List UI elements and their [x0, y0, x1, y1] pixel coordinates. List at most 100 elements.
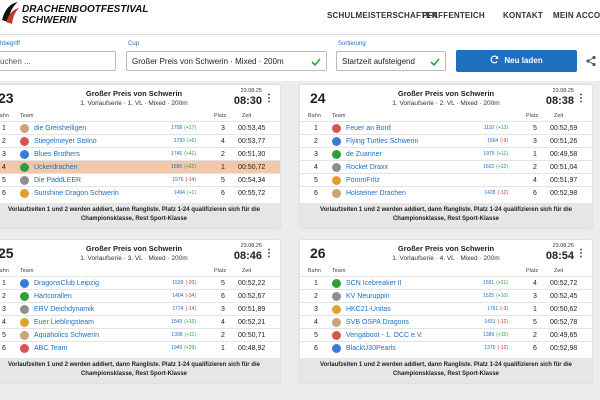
place: 2 [221, 151, 225, 158]
team-name[interactable]: KV Neuruppin [346, 293, 390, 300]
lane: 4 [2, 319, 6, 326]
logo-line: DRACHENBOOTFESTIVAL [22, 4, 149, 15]
team-name[interactable]: SCN Icebreaker II [346, 280, 402, 287]
nav-link[interactable]: MEIN ACCOU [553, 11, 600, 20]
team-name[interactable]: Flying Turtles Schwerin [346, 138, 419, 145]
rating-delta: (+15) [184, 319, 196, 325]
nav-link[interactable]: PFAFFENTEICH [422, 11, 485, 20]
cup-value: Großer Preis von Schwerin · Mixed · 200m [132, 57, 284, 66]
rating-value: 1398 [171, 332, 183, 338]
rating: 1549 (+15) [171, 316, 196, 329]
time: 00:51,26 [550, 138, 578, 145]
lane: 3 [314, 306, 318, 313]
team-name[interactable]: de Zuariner [346, 151, 382, 158]
rating-delta: (-14) [185, 306, 196, 312]
lane: 2 [314, 293, 318, 300]
team-name[interactable]: Blues Brothers [34, 151, 80, 158]
menu-dots[interactable]: ⋮ [576, 248, 586, 259]
team-name[interactable]: ABC Team [34, 345, 68, 352]
race-subtitle: 1. Vorlaufserie · 2. VL · Mixed · 200m [392, 100, 500, 107]
rating: 1774 (-14) [172, 303, 196, 316]
team-name[interactable]: Holsteiner Drachen [346, 190, 406, 197]
place: 3 [533, 293, 537, 300]
column-header: Bahn [308, 113, 321, 119]
menu-dots[interactable]: ⋮ [264, 93, 274, 104]
place: 1 [533, 151, 537, 158]
time: 00:52,67 [238, 293, 266, 300]
rating-value: 1549 [171, 319, 183, 325]
team-name[interactable]: Euer Lieblingsteam [34, 319, 94, 326]
rating: 1895 (+62) [171, 161, 196, 174]
team-name[interactable]: Rocket Draxx [346, 164, 389, 171]
rating: 1793 (+6) [174, 135, 196, 148]
reload-icon [490, 55, 499, 64]
sort-select[interactable]: Startzeit aufsteigend [336, 51, 446, 71]
time: 00:54,34 [238, 177, 266, 184]
team-name[interactable]: DragonsClub Leipzig [34, 280, 99, 287]
team-icon [20, 318, 29, 327]
rating: 1576 (-14) [172, 174, 196, 187]
column-header: Platz [526, 268, 539, 274]
race-number: 23 [0, 90, 14, 106]
rating-value: 1975 [483, 151, 495, 157]
search-label: hbegriff [0, 41, 20, 47]
team-row: 4 SVB OSPA Dragons 1431 (-12) 5 00:52,78 [300, 315, 592, 329]
team-name[interactable]: SVB OSPA Dragons [346, 319, 409, 326]
rating: 1529 (-20) [172, 277, 196, 290]
rating: 1949 (+29) [171, 342, 196, 355]
team-name[interactable]: Stiegelmeyer Stolno [34, 138, 97, 145]
cup-select[interactable]: Großer Preis von Schwerin · Mixed · 200m [126, 51, 327, 71]
team-row: 3 ERV Deichdynamik 1774 (-14) 3 00:51,89 [0, 302, 280, 316]
rating-value: 1110 [483, 125, 495, 131]
team-icon [332, 344, 341, 353]
team-name[interactable]: die Greisheiligen [34, 125, 87, 132]
sort-value: Startzeit aufsteigend [342, 57, 415, 66]
reload-button[interactable]: Neu laden [456, 50, 577, 72]
team-name[interactable]: Aquaholics Schwerin [34, 332, 99, 339]
share-icon[interactable] [585, 55, 597, 67]
nav-link[interactable]: KONTAKT [503, 11, 543, 20]
team-name[interactable]: ERV Deichdynamik [34, 306, 95, 313]
team-name[interactable]: BlackÜ30Pearls [346, 345, 396, 352]
race-time: 08:54 [545, 250, 574, 262]
team-row: 5 Vengaboot - 1. OCC e.V. 1389 (+15) 2 00:49,… [300, 328, 592, 342]
team-name[interactable]: Sunshine Dragon Schwerin [34, 190, 119, 197]
place: 5 [221, 177, 225, 184]
search-input[interactable]: uchen ... [0, 51, 116, 71]
team-row: 3 Blues Brothers 1745 (+41) 2 00:51,30 [0, 147, 280, 161]
team-icon [332, 189, 341, 198]
team-row: 5 Aquaholics Schwerin 1398 (+11) 2 00:50,71 [0, 328, 280, 342]
team-name[interactable]: Feuer an Bord [346, 125, 391, 132]
team-icon [20, 292, 29, 301]
header: DRACHENBOOTFESTIVAL SCHWERIN SCHULMEISTER… [0, 0, 600, 35]
race-subtitle: 1. Vorlaufserie · 4. VL · Mixed · 200m [392, 255, 500, 262]
lane: 6 [2, 190, 6, 197]
time: 00:49,65 [550, 332, 578, 339]
column-header: Zeit [242, 268, 252, 274]
team-name[interactable]: PommFritz [346, 177, 380, 184]
rating-value: 1895 [171, 164, 183, 170]
logo[interactable]: DRACHENBOOTFESTIVAL SCHWERIN [22, 4, 148, 26]
team-row: 1 SCN Icebreaker II 1551 (+21) 4 00:52,72 [300, 276, 592, 290]
team-name[interactable]: Hartcorallen [34, 293, 72, 300]
team-row: 2 Hartcorallen 1404 (-34) 6 00:52,67 [0, 289, 280, 303]
team-icon [332, 150, 341, 159]
team-name[interactable]: Uckerdrachen [34, 164, 78, 171]
team-icon [20, 124, 29, 133]
rating-delta: (+15) [496, 332, 508, 338]
rating-delta: (-14) [185, 177, 196, 183]
team-name[interactable]: HKC21-Unitas [346, 306, 391, 313]
time: 00:52,78 [550, 319, 578, 326]
rating-delta: (+41) [184, 151, 196, 157]
team-row: 5 Die PaddLEER 1576 (-14) 5 00:54,34 [0, 173, 280, 187]
nav-link[interactable]: SCHULMEISTERSCHAFTEN [327, 11, 438, 20]
race-number: 26 [310, 245, 326, 261]
team-name[interactable]: Die PaddLEER [34, 177, 82, 184]
menu-dots[interactable]: ⋮ [264, 248, 274, 259]
rating: 1975 (+11) [483, 148, 508, 161]
team-name[interactable]: Vengaboot - 1. OCC e.V. [346, 332, 423, 339]
menu-dots[interactable]: ⋮ [576, 93, 586, 104]
column-header: Platz [214, 268, 227, 274]
rating-delta: (-12) [497, 319, 508, 325]
